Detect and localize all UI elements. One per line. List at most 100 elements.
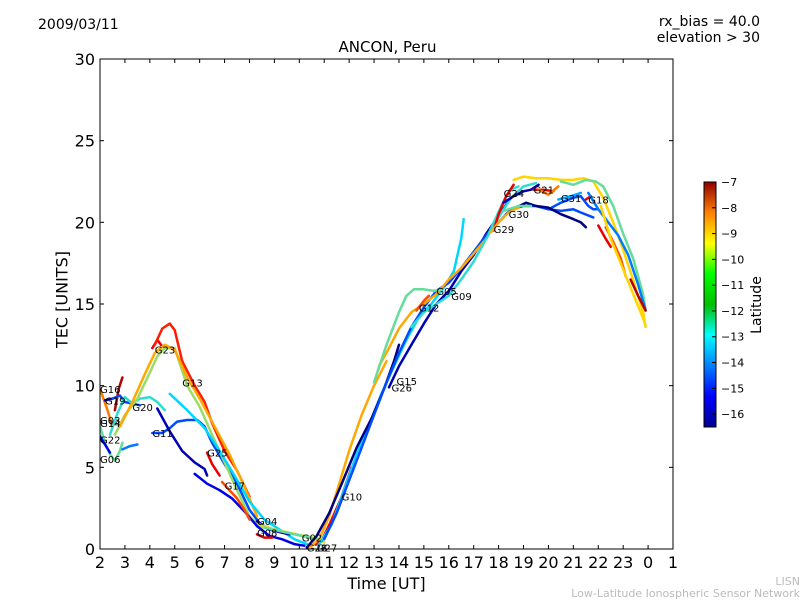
network-short-label: LISN	[775, 575, 800, 588]
series-line-g13c	[599, 204, 647, 327]
satellite-label-g08: G08	[257, 529, 277, 540]
x-tick-label: 15	[414, 553, 434, 572]
chart-title: ANCON, Peru	[338, 38, 437, 56]
series-line-g29b	[502, 204, 533, 213]
series-line-g24b	[492, 183, 515, 232]
series-line-g27	[308, 359, 388, 549]
series-line-g15	[305, 343, 401, 549]
x-tick-label: 19	[513, 553, 533, 572]
series-line-g23b	[153, 322, 251, 498]
series-line-g16b	[113, 376, 124, 412]
series-line-g06	[100, 425, 124, 463]
x-tick-label: 6	[195, 553, 205, 572]
satellite-label-g24: G24	[504, 189, 524, 200]
colorbar-ticks: −7 −8 −9 −10 −11 −12 −13 −14 −15 −16	[712, 176, 744, 421]
series-line-g12	[377, 237, 488, 368]
x-tick-label: 7	[219, 553, 229, 572]
satellite-label-g31: G31	[561, 194, 581, 205]
colorbar-tick-label: −15	[721, 382, 744, 395]
colorbar-tick-label: −16	[721, 408, 744, 421]
satellite-label-g16: G16	[100, 385, 120, 396]
satellite-label-g23: G23	[155, 346, 175, 357]
y-ticks: 0 5 10 15 20 25 30	[75, 50, 673, 559]
series-line-g18b	[559, 178, 647, 312]
x-tick-label: 21	[563, 553, 583, 572]
series-line-g16	[100, 387, 114, 428]
series-line-g08	[255, 533, 274, 539]
series-line-g22	[100, 435, 112, 454]
series-line-g21b	[537, 185, 560, 196]
series-line-g06b	[121, 443, 139, 451]
x-tick-label: 10	[289, 553, 309, 572]
x-tick-label: 8	[244, 553, 254, 572]
x-tick-label: 13	[364, 553, 384, 572]
satellite-label-g12: G12	[419, 303, 439, 314]
series-line-g31	[557, 191, 583, 201]
satellite-label-g03: G03	[100, 416, 120, 427]
satellite-labels-layer: G16G19G20G13G23G03G14G22G06G11G25G17G04G…	[100, 186, 609, 555]
series-line-g02	[263, 526, 321, 541]
x-tick-label: 16	[439, 553, 459, 572]
series-line-g13b	[118, 343, 259, 518]
satellite-label-g11: G11	[152, 429, 172, 440]
series-layer	[100, 175, 647, 549]
x-tick-label: 12	[339, 553, 359, 572]
series-line-g13	[113, 346, 264, 530]
y-tick-label: 10	[75, 377, 95, 396]
x-tick-label: 1	[668, 553, 678, 572]
x-ticks: 2 3 4 5 6 7 8 9 10 11 12 13 14 15 16 17 18 19 20 21 22 23 0 1	[95, 59, 678, 572]
series-line-g17	[156, 407, 209, 477]
satellite-label-g18: G18	[588, 195, 608, 206]
x-tick-label: 18	[488, 553, 508, 572]
y-tick-label: 0	[85, 540, 95, 559]
x-tick-label: 11	[314, 553, 334, 572]
x-tick-label: 5	[170, 553, 180, 572]
x-tick-label: 9	[269, 553, 279, 572]
series-line-g19	[103, 397, 114, 402]
y-tick-label: 5	[85, 458, 95, 477]
satellite-label-g26: G26	[391, 383, 411, 394]
series-line-g25	[205, 451, 221, 477]
series-line-g31b	[547, 194, 600, 211]
x-tick-label: 2	[95, 553, 105, 572]
y-tick-label: 15	[75, 295, 95, 314]
series-line-g09b	[629, 278, 647, 312]
y-tick-label: 20	[75, 213, 95, 232]
colorbar-label: Latitude	[749, 276, 765, 334]
series-line-g17c	[220, 480, 251, 521]
satellite-label-g09: G09	[451, 292, 471, 303]
colorbar-tick-label: −7	[721, 176, 737, 189]
series-line-g18c	[587, 191, 647, 312]
plot-frame	[99, 58, 674, 550]
x-tick-label: 0	[643, 553, 653, 572]
satellite-label-g21: G21	[533, 186, 553, 197]
satellite-label-g20: G20	[132, 403, 152, 414]
series-line-g21	[532, 188, 555, 193]
x-tick-label: 23	[613, 553, 633, 572]
colorbar-tick-label: −9	[721, 228, 737, 241]
colorbar	[703, 181, 717, 428]
colorbar-tick-label: −14	[721, 357, 744, 370]
network-full-label: Low-Latitude Ionospheric Sensor Network	[571, 587, 800, 600]
colorbar-tick-label: −13	[721, 331, 744, 344]
satellite-label-g22: G22	[100, 436, 120, 447]
satellite-label-g19: G19	[105, 396, 125, 407]
colorbar-tick-label: −8	[721, 202, 737, 215]
x-tick-label: 20	[538, 553, 558, 572]
satellite-label-g14: G14	[100, 419, 120, 430]
series-line-g25b	[168, 392, 309, 546]
satellite-label-g05: G05	[436, 287, 456, 298]
satellite-label-g30: G30	[509, 210, 529, 221]
series-line-g29	[489, 206, 520, 234]
x-tick-label: 22	[588, 553, 608, 572]
satellite-label-g17: G17	[225, 481, 245, 492]
colorbar-tick-label: −12	[721, 305, 744, 318]
series-line-g19b	[111, 394, 142, 407]
elevation-label: elevation > 30	[656, 30, 760, 46]
colorbar-tick-label: −11	[721, 279, 744, 292]
date-label: 2009/03/11	[38, 17, 119, 33]
satellite-label-g10: G10	[342, 493, 362, 504]
x-tick-label: 4	[145, 553, 155, 572]
series-line-g17b	[193, 472, 306, 547]
satellite-label-g06: G06	[100, 455, 120, 466]
